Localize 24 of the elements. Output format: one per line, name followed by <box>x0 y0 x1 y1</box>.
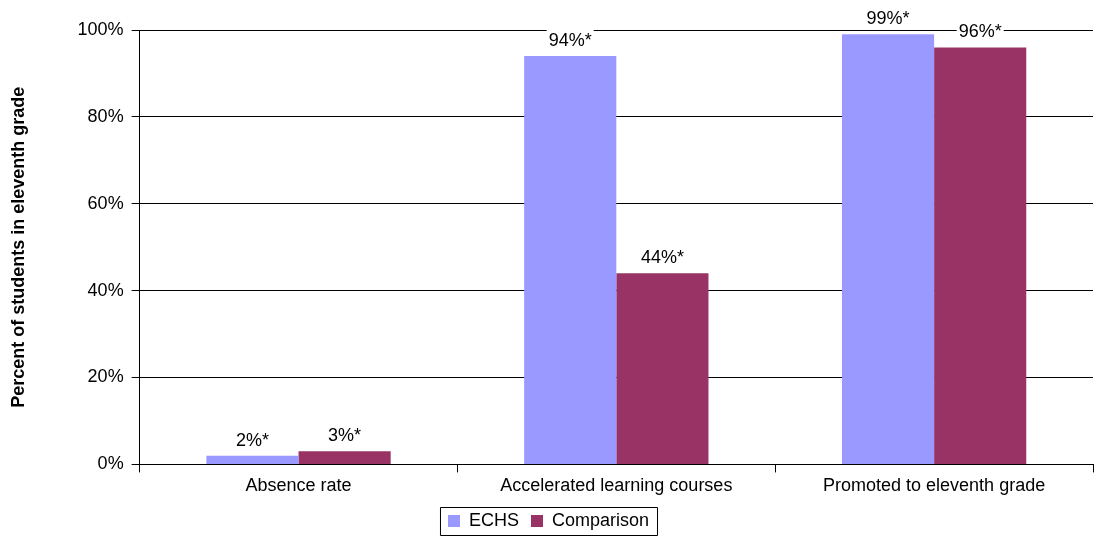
bar <box>298 451 391 464</box>
data-label: 99%* <box>866 8 910 29</box>
bar <box>934 47 1027 464</box>
data-label: 44%* <box>640 247 684 268</box>
bar <box>841 34 935 464</box>
y-tick-label: 0% <box>97 453 124 474</box>
y-tick-label: 100% <box>77 18 124 39</box>
x-tick-label: Absence rate <box>245 475 352 496</box>
data-label: 94%* <box>548 30 592 51</box>
y-tick-label: 60% <box>87 192 124 213</box>
y-axis-title: Percent of students in eleventh grade <box>7 86 28 408</box>
y-tick-label: 20% <box>87 366 124 387</box>
bar <box>206 455 299 464</box>
x-tick-label: Accelerated learning courses <box>500 475 733 496</box>
y-tick-label: 40% <box>87 279 124 300</box>
data-label: 2%* <box>235 429 269 450</box>
bar <box>616 273 709 464</box>
bar <box>524 56 617 464</box>
legend-label: Comparison <box>551 509 650 530</box>
data-label: 96%* <box>958 21 1002 42</box>
data-label: 3%* <box>328 425 362 446</box>
legend-label: ECHS <box>468 509 519 530</box>
y-tick-label: 80% <box>87 105 124 126</box>
x-tick-label: Promoted to eleventh grade <box>823 475 1046 496</box>
